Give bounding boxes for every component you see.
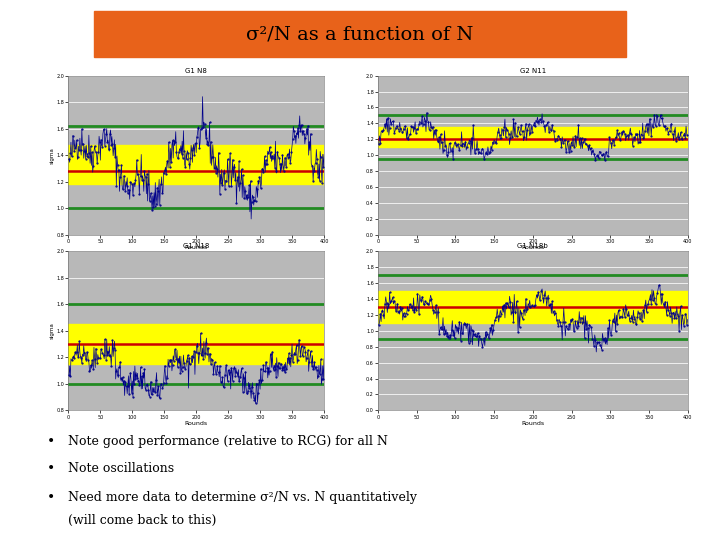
X-axis label: Rounds: Rounds bbox=[184, 421, 208, 426]
Text: Note oscillations: Note oscillations bbox=[68, 462, 174, 475]
Y-axis label: sigma: sigma bbox=[50, 147, 55, 164]
Bar bbox=[68, 324, 324, 364]
Text: •: • bbox=[47, 435, 55, 449]
Title: G1 N18: G1 N18 bbox=[183, 244, 210, 249]
Text: •: • bbox=[47, 491, 55, 505]
Text: Note good performance (relative to RCG) for all N: Note good performance (relative to RCG) … bbox=[68, 435, 388, 448]
Bar bbox=[68, 145, 324, 185]
X-axis label: Rounds: Rounds bbox=[184, 246, 208, 251]
X-axis label: Rounds: Rounds bbox=[521, 421, 544, 426]
Bar bbox=[378, 127, 688, 147]
Title: G2 N11: G2 N11 bbox=[520, 68, 546, 74]
X-axis label: Rounds: Rounds bbox=[521, 246, 544, 251]
Title: G1 N8: G1 N8 bbox=[185, 68, 207, 74]
Text: (will come back to this): (will come back to this) bbox=[68, 514, 217, 527]
Title: G1 N18b: G1 N18b bbox=[518, 244, 548, 249]
Text: •: • bbox=[47, 462, 55, 476]
Text: σ²/N as a function of N: σ²/N as a function of N bbox=[246, 25, 474, 43]
Text: Need more data to determine σ²/N vs. N quantitatively: Need more data to determine σ²/N vs. N q… bbox=[68, 491, 418, 504]
Y-axis label: sigma: sigma bbox=[50, 322, 55, 339]
Bar bbox=[378, 291, 688, 323]
